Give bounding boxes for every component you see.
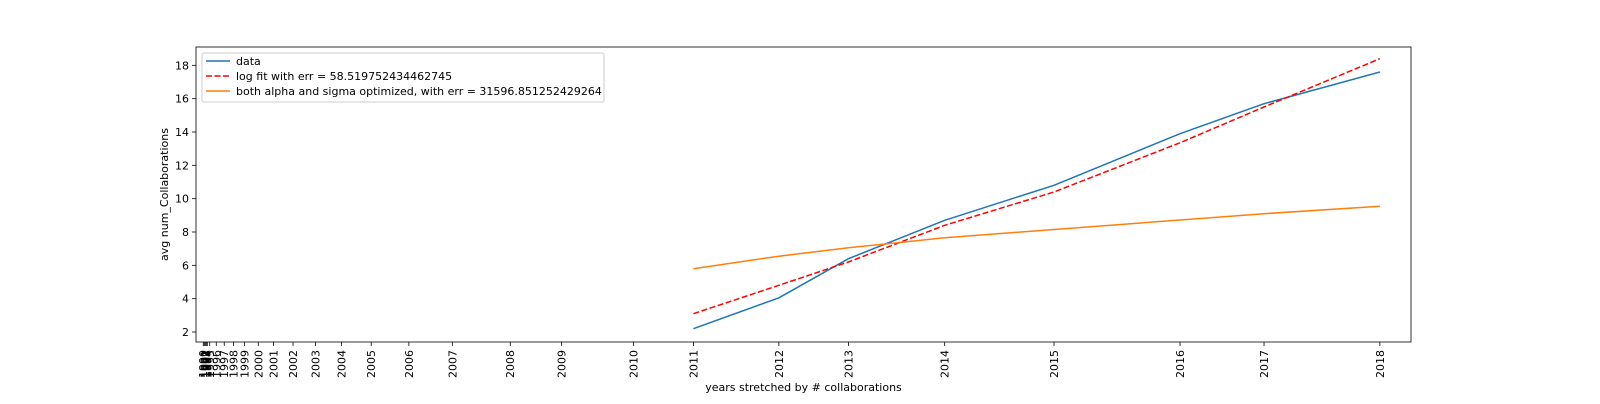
x-axis-label: years stretched by # collaborations (705, 381, 902, 394)
x-tick-label: 2017 (1258, 350, 1271, 378)
series-layer (693, 58, 1381, 330)
x-tick-label: 2013 (842, 350, 855, 378)
x-tick-label: 2000 (252, 350, 265, 378)
x-tick-label: 1999 (239, 350, 252, 378)
x-tick-label: 1997 (218, 350, 231, 378)
x-tick-label: 2001 (267, 350, 280, 378)
y-tick-label: 12 (175, 159, 189, 172)
series-line-1 (693, 58, 1381, 315)
x-tick-label: 2014 (939, 350, 952, 378)
y-axis: 2 4 6 8 10 12 14 16 18 (175, 59, 196, 339)
y-axis-label: avg num_Collaborations (158, 128, 171, 261)
legend-label-0: data (236, 55, 261, 68)
x-tick-label: 2018 (1374, 350, 1387, 378)
legend-label-1: log fit with err = 58.519752434462745 (236, 70, 452, 83)
x-tick-label: 2016 (1174, 350, 1187, 378)
x-axis: 1990199119921993199419951996199719981999… (197, 342, 1387, 378)
series-line-2 (693, 205, 1380, 270)
x-tick-label: 2015 (1048, 350, 1061, 378)
legend-label-2: both alpha and sigma optimized, with err… (236, 85, 602, 98)
series-line-0 (693, 71, 1381, 330)
x-tick-label: 2010 (627, 350, 640, 378)
y-tick-label: 6 (182, 259, 189, 272)
y-tick-label: 2 (182, 326, 189, 339)
x-tick-label: 1992 (199, 350, 212, 378)
x-tick-label: 1995 (204, 350, 217, 378)
x-tick-label: 2006 (403, 350, 416, 378)
x-tick-label: 2007 (446, 350, 459, 378)
x-tick-label: 2005 (365, 350, 378, 378)
y-tick-label: 8 (182, 226, 189, 239)
x-tick-label: 2003 (309, 350, 322, 378)
x-tick-label: 2012 (773, 350, 786, 378)
legend: data log fit with err = 58.51975243446274… (201, 52, 605, 103)
y-tick-label: 16 (175, 93, 189, 106)
x-tick-label: 1998 (228, 350, 241, 378)
x-tick-label: 1990 (197, 350, 210, 378)
x-tick-label: 2002 (287, 350, 300, 378)
y-tick-label: 14 (175, 126, 189, 139)
x-tick-label: 1991 (198, 350, 211, 378)
legend-box (201, 52, 605, 103)
x-tick-label: 2011 (687, 350, 700, 378)
x-tick-label: 1994 (201, 350, 214, 378)
y-tick-label: 4 (182, 293, 189, 306)
y-tick-label: 10 (175, 193, 189, 206)
x-tick-label: 2008 (504, 350, 517, 378)
x-tick-label: 2004 (336, 350, 349, 378)
x-tick-label: 2009 (556, 350, 569, 378)
x-tick-label: 1996 (210, 350, 223, 378)
x-tick-label: 1993 (200, 350, 213, 378)
y-tick-label: 18 (175, 59, 189, 72)
